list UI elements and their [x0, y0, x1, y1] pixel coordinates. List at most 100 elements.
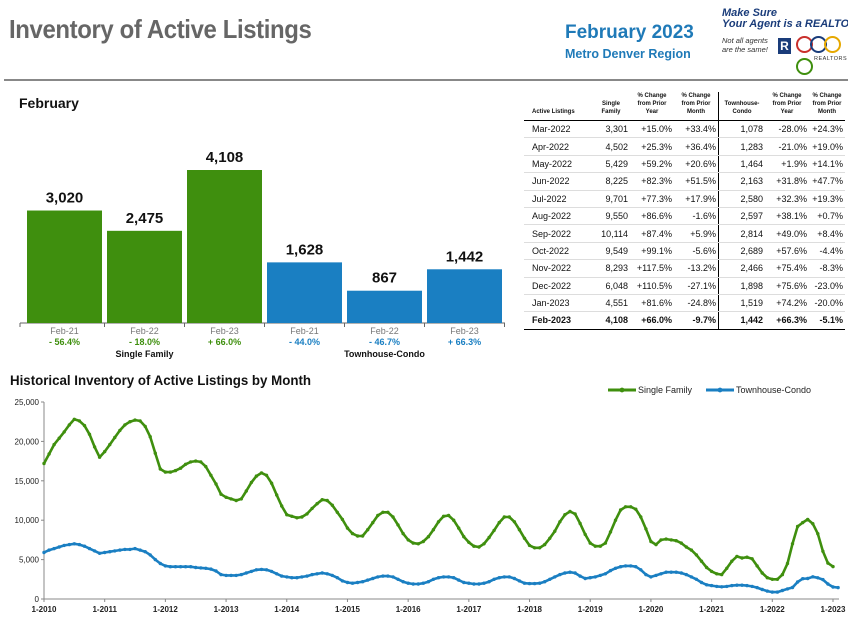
table-cell: 4,108 [592, 311, 630, 330]
data-point [305, 512, 309, 516]
data-point [426, 535, 431, 539]
data-point [715, 584, 719, 589]
data-point [568, 570, 572, 574]
table-cell: 9,701 [592, 190, 630, 208]
table-cell: -4.4% [809, 242, 845, 261]
data-point [689, 575, 694, 579]
data-point [467, 540, 471, 544]
y-tick-label: 20,000 [15, 437, 40, 446]
logo-line-3: Not all agents [722, 36, 768, 45]
data-point [522, 536, 527, 540]
table-cell: +74.2% [765, 294, 809, 313]
data-point [62, 430, 66, 434]
bar-value-label: 1,442 [446, 248, 484, 265]
data-point [194, 565, 198, 570]
data-point [497, 520, 501, 525]
data-point [664, 537, 668, 541]
table-cell: 1,283 [718, 137, 765, 156]
data-point [684, 545, 688, 549]
table-header: % Change from Prior Year [765, 92, 809, 121]
table-cell: +19.3% [809, 190, 845, 208]
data-point [239, 497, 243, 501]
data-point [416, 542, 420, 546]
bar-change-label: - 46.7% [369, 337, 400, 347]
table-row-month: Feb-2023 [524, 311, 592, 330]
legend-label: Single Family [638, 385, 693, 395]
table-cell: -24.8% [674, 294, 719, 313]
listings-table: Active Listings Single Family % Change f… [524, 92, 845, 330]
table-cell: 8,293 [592, 259, 630, 278]
logo-line-2: Your Agent is a REALTOR® [722, 18, 848, 30]
data-point [750, 557, 754, 561]
data-point [801, 577, 805, 581]
data-point [325, 498, 329, 503]
data-point [396, 523, 400, 527]
data-point [639, 568, 643, 572]
table-cell: +0.7% [809, 207, 845, 226]
table-cell: -5.1% [809, 311, 845, 330]
bar-single-family-feb-22 [107, 230, 182, 323]
data-point [603, 541, 608, 545]
data-point [760, 571, 764, 575]
data-point [553, 529, 557, 533]
table-cell: +14.1% [809, 155, 845, 174]
data-point [376, 513, 380, 518]
legend-marker [619, 387, 625, 393]
data-point [376, 575, 380, 579]
x-tick-label: 1-2010 [32, 605, 57, 614]
data-point [492, 577, 496, 581]
data-point [87, 546, 92, 551]
data-point [588, 541, 592, 545]
data-point [47, 452, 51, 456]
data-point [77, 542, 82, 547]
data-point [123, 547, 127, 552]
table-cell: +81.6% [630, 294, 674, 313]
table-cell: +25.3% [630, 137, 674, 156]
data-point [517, 528, 522, 532]
table-cell: +1.9% [765, 155, 809, 174]
data-point [219, 492, 223, 496]
bar-value-label: 2,475 [126, 210, 164, 227]
table-cell: -21.0% [765, 137, 809, 156]
table-cell: +75.4% [765, 259, 809, 278]
data-point [204, 566, 208, 570]
data-point [512, 576, 517, 581]
table-cell: 8,225 [592, 172, 630, 191]
data-point [204, 464, 208, 469]
data-point [598, 544, 602, 548]
data-point [558, 572, 562, 577]
data-point [138, 419, 142, 423]
data-point [72, 417, 77, 421]
table-cell: +77.3% [630, 190, 674, 208]
data-point [618, 508, 623, 512]
table-header-row: Active Listings Single Family % Change f… [524, 92, 845, 121]
data-point [720, 572, 724, 577]
bar-change-label: - 56.4% [49, 337, 80, 347]
data-point [143, 550, 147, 554]
data-point [568, 509, 572, 514]
data-point [436, 520, 441, 524]
table-cell: +47.7% [809, 172, 845, 191]
data-point [760, 587, 764, 592]
data-point [320, 498, 324, 502]
bar-category-label: Feb-22 [370, 326, 399, 336]
data-point [280, 574, 284, 578]
table-row: Jun-2022 8,225 +82.3% +51.5% 2,163 +31.8% +47.… [524, 172, 845, 191]
data-point [452, 576, 456, 580]
data-point [446, 513, 451, 518]
data-point [704, 583, 709, 587]
data-point [199, 460, 203, 464]
data-point [588, 576, 592, 580]
data-point [224, 573, 228, 578]
data-point [446, 575, 451, 579]
data-point [67, 542, 72, 547]
data-point [831, 564, 835, 569]
data-point [517, 579, 522, 583]
data-point [285, 575, 289, 579]
data-point [598, 573, 602, 578]
data-point [259, 471, 264, 475]
data-point [72, 542, 77, 546]
data-point [42, 550, 46, 555]
data-point [143, 424, 147, 429]
data-point [234, 498, 238, 503]
